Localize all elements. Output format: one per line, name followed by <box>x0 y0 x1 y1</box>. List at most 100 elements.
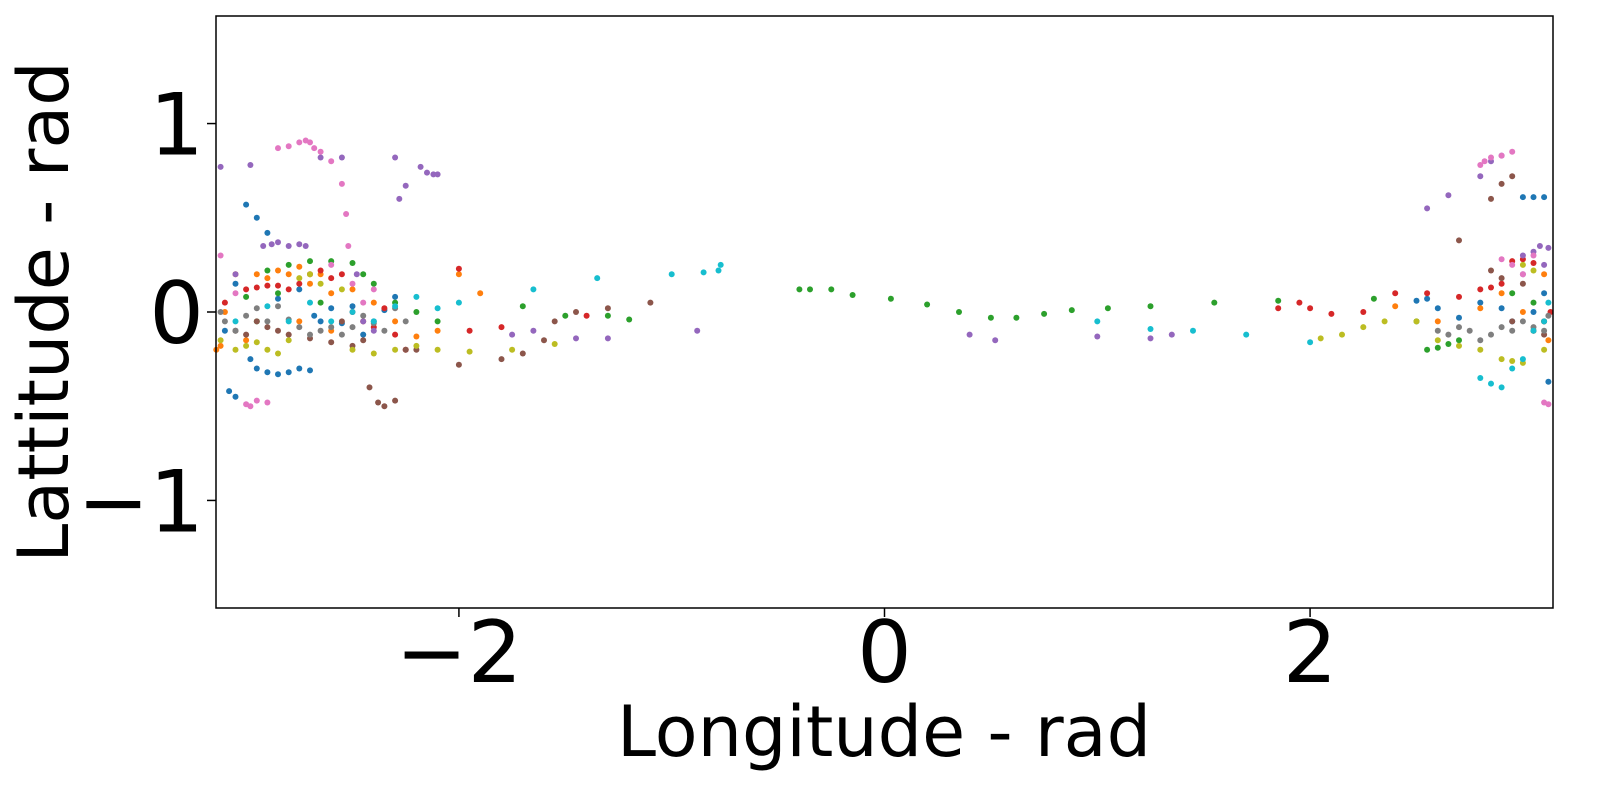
data-point <box>1545 312 1552 319</box>
data-point <box>1147 303 1154 310</box>
data-point <box>1068 307 1075 314</box>
data-point <box>285 243 292 249</box>
data-point <box>987 314 994 321</box>
data-point <box>275 282 281 289</box>
data-point <box>328 324 335 331</box>
data-point <box>296 263 303 270</box>
data-point <box>338 286 345 293</box>
data-point <box>1275 305 1282 312</box>
data-point <box>264 369 271 376</box>
data-point <box>1104 305 1111 312</box>
data-point <box>307 271 313 278</box>
data-point <box>402 346 409 353</box>
data-point <box>455 271 462 278</box>
x-tick-label: 2 <box>1283 603 1338 703</box>
data-point <box>221 299 228 306</box>
data-point <box>275 295 281 302</box>
data-point <box>1424 205 1431 212</box>
data-point <box>796 286 803 293</box>
x-tick-label: 0 <box>857 603 912 703</box>
data-point <box>715 267 722 274</box>
data-point <box>1477 286 1484 293</box>
data-point <box>1477 337 1484 344</box>
data-point <box>717 261 724 268</box>
y-axis-label: Lattitude - rad <box>3 61 85 562</box>
data-point <box>1509 365 1516 372</box>
data-point <box>530 286 537 293</box>
data-point <box>275 267 281 274</box>
data-point <box>1094 318 1101 325</box>
data-point <box>1488 380 1494 387</box>
data-point <box>455 299 462 306</box>
data-point <box>217 342 224 349</box>
data-point <box>604 335 611 342</box>
data-point <box>1477 375 1484 381</box>
data-point <box>296 280 303 287</box>
data-point <box>370 299 377 306</box>
data-point <box>392 154 399 161</box>
data-point <box>455 265 462 272</box>
data-point <box>413 342 420 349</box>
data-point <box>253 397 260 404</box>
data-point <box>1392 303 1399 310</box>
data-point <box>1013 314 1020 321</box>
data-point <box>221 309 228 315</box>
y-tick-label: 1 <box>149 76 204 176</box>
data-point <box>1413 297 1420 304</box>
data-point <box>366 384 373 391</box>
data-points <box>213 137 1554 410</box>
data-point <box>370 318 377 325</box>
data-point <box>477 290 484 297</box>
data-point <box>573 335 579 342</box>
data-point <box>1477 305 1484 312</box>
data-point <box>1509 318 1516 325</box>
data-point <box>1434 305 1441 312</box>
data-point <box>349 286 356 293</box>
data-point <box>604 312 611 319</box>
data-point <box>434 346 441 353</box>
y-tick-label: −1 <box>77 452 204 552</box>
data-point <box>1477 173 1484 180</box>
data-point <box>232 280 239 287</box>
data-point <box>1545 337 1552 344</box>
data-point <box>253 305 260 312</box>
data-point <box>1488 267 1494 274</box>
data-point <box>1317 335 1324 342</box>
data-point <box>1545 299 1552 306</box>
data-point <box>1477 162 1484 168</box>
data-point <box>243 342 250 349</box>
data-point <box>647 299 654 306</box>
data-point <box>1541 261 1548 268</box>
data-point <box>317 299 324 306</box>
data-point <box>232 346 239 353</box>
data-point <box>466 327 473 334</box>
data-point <box>264 346 271 353</box>
data-point <box>1530 252 1537 259</box>
data-point <box>402 182 409 189</box>
data-point <box>349 260 356 266</box>
data-point <box>1424 290 1431 297</box>
data-point <box>1498 324 1505 331</box>
data-point <box>1456 314 1462 321</box>
x-tick-label: −2 <box>396 603 523 703</box>
data-point <box>264 324 271 331</box>
data-point <box>243 331 250 338</box>
data-point <box>217 163 224 170</box>
data-point <box>1477 346 1484 353</box>
data-point <box>1530 267 1537 274</box>
data-point <box>232 393 239 400</box>
data-point <box>1328 310 1335 317</box>
data-point <box>1519 309 1526 315</box>
data-point <box>392 293 399 300</box>
data-point <box>1519 271 1526 278</box>
data-point <box>1519 356 1526 363</box>
data-point <box>360 271 367 278</box>
data-point <box>353 271 360 278</box>
data-point <box>498 356 505 363</box>
data-point <box>349 346 356 353</box>
data-point <box>828 286 835 293</box>
data-point <box>509 331 516 338</box>
data-point <box>455 361 462 368</box>
data-point <box>328 290 335 297</box>
data-point <box>360 299 367 306</box>
